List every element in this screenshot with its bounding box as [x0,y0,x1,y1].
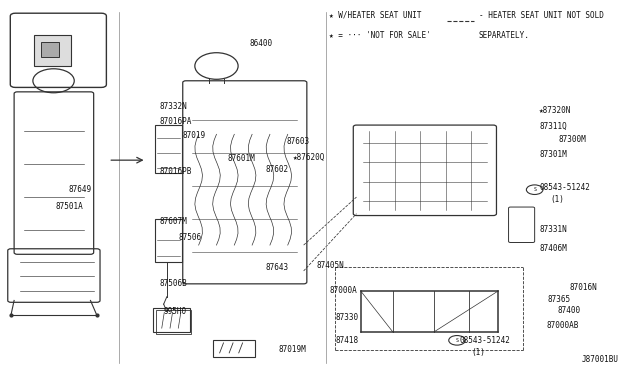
Text: 87016PB: 87016PB [159,167,191,176]
Text: 87405N: 87405N [316,261,344,270]
Bar [153,308,189,332]
Text: 995H0: 995H0 [164,307,187,316]
Bar [156,219,182,262]
Text: 87311Q: 87311Q [539,122,567,131]
Text: 87000AB: 87000AB [546,321,579,330]
Text: 87019M: 87019M [278,345,306,354]
Bar [156,310,191,334]
Bar [41,42,59,57]
Text: ★ W/HEATER SEAT UNIT: ★ W/HEATER SEAT UNIT [329,11,422,20]
Text: 87601M: 87601M [227,154,255,163]
Text: 87602: 87602 [266,165,289,174]
Text: 87332N: 87332N [159,102,187,111]
Text: 87016N: 87016N [570,283,597,292]
Text: 87607M: 87607M [159,217,187,225]
Text: 86400: 86400 [250,39,273,48]
Text: ★87320N: ★87320N [539,106,572,115]
Text: (1): (1) [471,349,485,357]
Text: 87300M: 87300M [558,135,586,144]
Text: 87506: 87506 [179,233,202,242]
Text: 08543-51242: 08543-51242 [539,183,590,192]
Text: ★ = ··· 'NOT FOR SALE': ★ = ··· 'NOT FOR SALE' [329,31,431,40]
Text: 87016PA: 87016PA [159,117,191,126]
Text: S: S [456,338,458,343]
Text: 87603: 87603 [287,137,310,146]
Text: 87406M: 87406M [539,244,567,253]
Text: - HEATER SEAT UNIT NOT SOLD: - HEATER SEAT UNIT NOT SOLD [479,11,604,20]
Text: (1): (1) [550,195,564,204]
Text: J87001BU: J87001BU [582,355,619,364]
Bar [213,340,255,357]
Bar [156,125,182,173]
Text: 87000A: 87000A [329,286,357,295]
Text: 87418: 87418 [335,336,358,345]
Text: 87400: 87400 [557,306,580,315]
Text: S: S [533,187,536,192]
Text: 87019: 87019 [183,131,206,140]
Text: 87506B: 87506B [159,279,187,288]
Text: ★87620Q: ★87620Q [293,153,325,162]
Text: 87301M: 87301M [539,150,567,159]
Text: 87501A: 87501A [56,202,83,211]
Bar [35,35,72,66]
Text: 87643: 87643 [266,263,289,272]
Text: 87365: 87365 [547,295,570,304]
Text: 87331N: 87331N [539,225,567,234]
Text: SEPARATELY.: SEPARATELY. [479,31,529,40]
Text: 08543-51242: 08543-51242 [460,336,511,345]
Text: 87330: 87330 [335,313,358,322]
Text: 87649: 87649 [68,185,92,194]
